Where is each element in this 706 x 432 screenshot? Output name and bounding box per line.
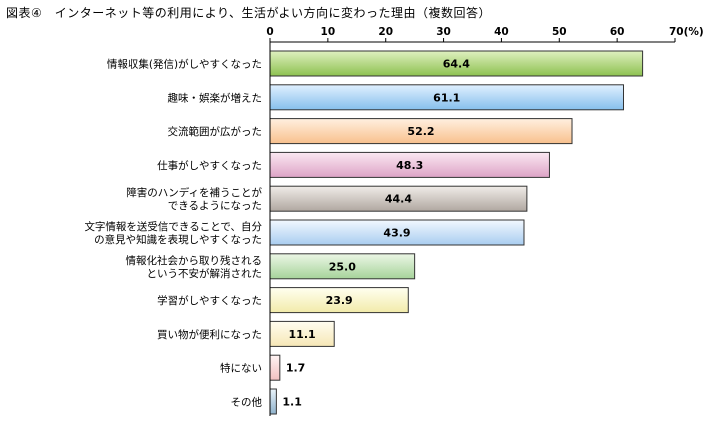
category-label: 情報収集(発信)がしやすくなった xyxy=(107,58,262,71)
category-label: 特にない xyxy=(220,363,262,375)
x-tick-label: 50 xyxy=(552,26,567,38)
bar-value-label: 23.9 xyxy=(326,294,353,307)
category-label: 学習がしやすくなった xyxy=(157,294,262,307)
x-tick-label: 30 xyxy=(436,26,451,38)
bar xyxy=(269,185,528,212)
bar xyxy=(269,287,409,314)
category-label: できるようになった xyxy=(168,200,262,212)
category-label: 買い物が便利になった xyxy=(157,328,262,341)
chart-title: 図表④ インターネット等の利用により、生活がよい方向に変わった理由（複数回答） xyxy=(6,6,491,20)
bar xyxy=(269,151,550,178)
bar-value-label: 48.3 xyxy=(396,159,423,172)
bar xyxy=(269,354,281,381)
bar-value-label: 11.1 xyxy=(289,328,316,341)
category-label: その他 xyxy=(231,396,263,409)
category-label: 交流範囲が広がった xyxy=(168,125,263,138)
bar xyxy=(269,219,525,246)
x-axis-unit-label: 70(%) xyxy=(669,26,704,38)
x-tick-label: 60 xyxy=(610,26,625,38)
category-label: 障害のハンディを補うことが xyxy=(126,186,262,199)
x-tick-label: 40 xyxy=(494,26,509,38)
category-label: の意見や知識を表現しやすくなった xyxy=(94,233,262,246)
bar xyxy=(269,253,416,280)
x-tick-label: 20 xyxy=(378,26,393,38)
bar xyxy=(269,50,644,77)
bar-value-label: 44.4 xyxy=(385,193,412,206)
bar-value-label: 1.7 xyxy=(286,362,306,375)
bar xyxy=(269,84,625,111)
bar-value-label: 43.9 xyxy=(383,227,410,240)
bar-value-label: 25.0 xyxy=(329,260,356,273)
bar-value-label: 64.4 xyxy=(443,58,470,71)
bar xyxy=(269,320,335,347)
category-label: 趣味・娯楽が増えた xyxy=(168,91,263,104)
x-tick-label: 0 xyxy=(266,26,273,38)
bar xyxy=(269,388,277,415)
bar-value-label: 1.1 xyxy=(282,396,302,409)
category-label: 情報化社会から取り残される xyxy=(126,254,263,267)
bar-value-label: 52.2 xyxy=(407,125,434,138)
category-label: 文字情報を送受信できることで、自分 xyxy=(84,220,262,233)
category-label: という不安が解消された xyxy=(147,267,263,280)
bar-value-label: 61.1 xyxy=(433,91,460,104)
category-label: 仕事がしやすくなった xyxy=(157,159,262,172)
x-tick-label: 10 xyxy=(321,26,336,38)
